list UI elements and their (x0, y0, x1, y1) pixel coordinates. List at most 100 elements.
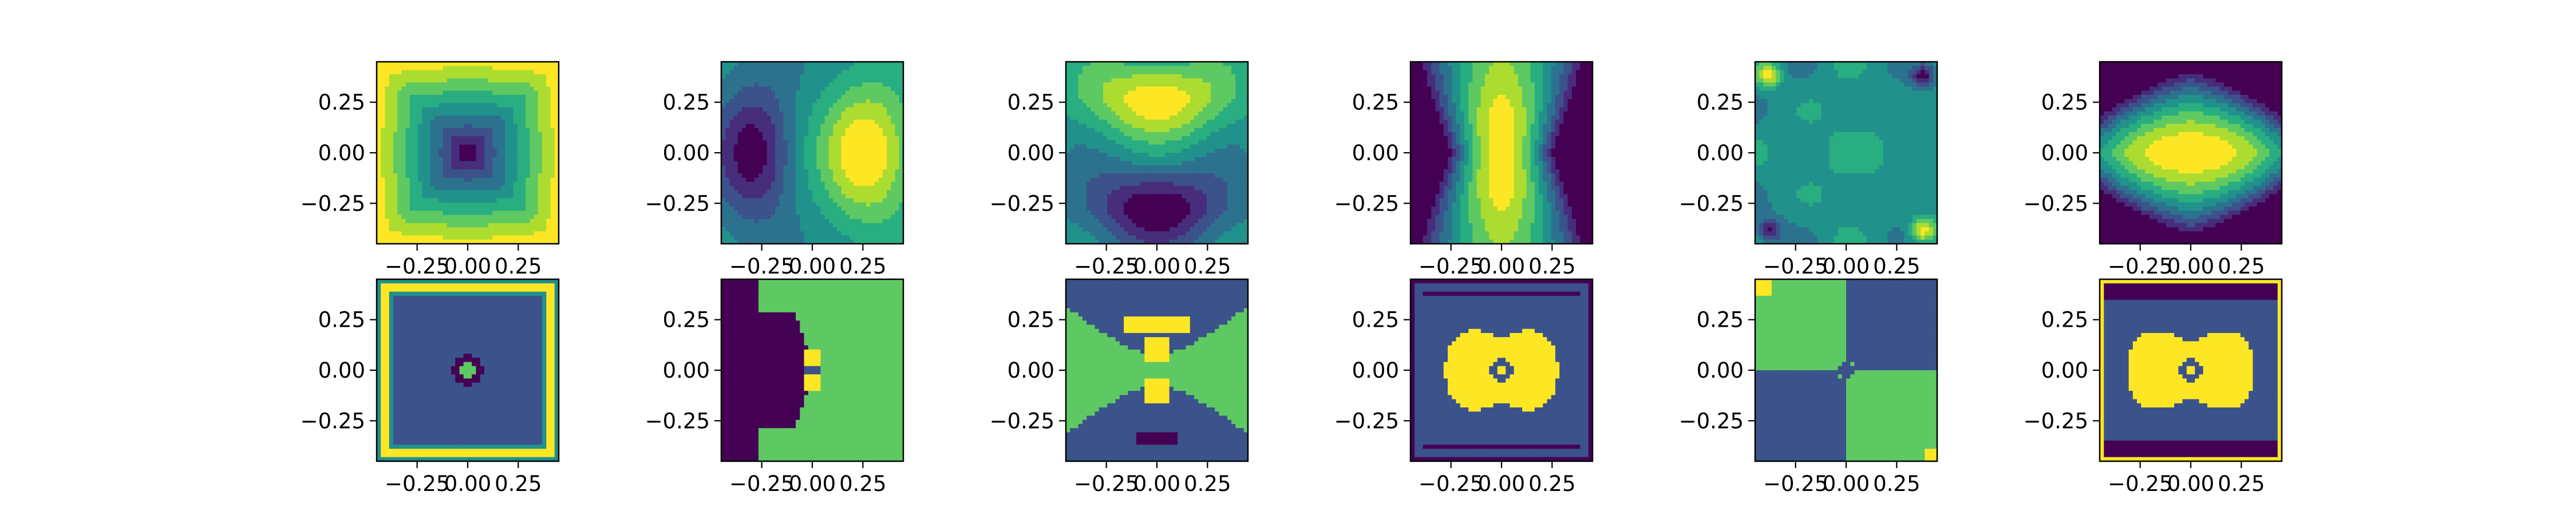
contour-cell (737, 140, 742, 145)
contour-cell (526, 74, 531, 79)
contour-cell (447, 198, 452, 203)
contour-cell (389, 103, 394, 108)
contour-cell (546, 86, 551, 92)
contour-cell (837, 231, 842, 236)
contour-cell (389, 198, 394, 203)
contour-cell (828, 94, 833, 100)
contour-cell (721, 194, 726, 199)
contour-cell (721, 78, 726, 83)
contour-cell (1182, 107, 1187, 112)
contour-cell (1136, 140, 1141, 145)
contour-cell (800, 144, 805, 149)
contour-cell (742, 70, 746, 75)
contour-cell (480, 103, 485, 108)
contour-cell (816, 86, 821, 92)
contour-cell (1082, 107, 1087, 112)
contour-cell (418, 115, 423, 120)
contour-cell (455, 140, 460, 145)
contour-cell (1070, 78, 1075, 83)
contour-cell (422, 136, 427, 141)
contour-cell (800, 185, 805, 191)
contour-cell (1074, 132, 1079, 137)
contour-cell (750, 239, 755, 244)
contour-cell (513, 103, 518, 108)
contour-cell (1103, 120, 1108, 125)
contour-cell (779, 90, 784, 96)
contour-cell (480, 120, 485, 125)
contour-cell (430, 169, 435, 174)
contour-cell (796, 153, 800, 157)
contour-cell (1157, 124, 1161, 129)
contour-cell (480, 140, 485, 145)
contour-cell (725, 185, 730, 191)
contour-cell (438, 190, 444, 195)
contour-cell (878, 219, 883, 224)
contour-cell (430, 206, 435, 211)
contour-cell (426, 82, 431, 87)
contour-cell (496, 62, 501, 66)
contour-cell (895, 185, 900, 191)
contour-cell (1124, 82, 1129, 87)
contour-cell (426, 62, 431, 66)
contour-cell (742, 124, 746, 129)
contour-cell (546, 215, 551, 220)
contour-cell (550, 211, 555, 216)
contour-cell (1091, 140, 1096, 145)
contour-cell (854, 144, 859, 149)
contour-cell (746, 103, 751, 108)
contour-cell (1210, 148, 1215, 153)
contour-cell (1161, 136, 1166, 141)
contour-cell (882, 177, 887, 183)
contour-cell (459, 198, 464, 203)
contour-cell (837, 235, 842, 240)
contour-cell (1095, 74, 1100, 79)
contour-cell (837, 177, 842, 183)
contour-cell (820, 157, 825, 162)
contour-cell (401, 185, 406, 191)
contour-cell (377, 148, 381, 153)
contour-cell (1091, 103, 1096, 108)
contour-cell (870, 128, 875, 133)
contour-cell (1082, 74, 1087, 79)
contour-cell (484, 215, 489, 220)
contour-cell (742, 103, 746, 108)
contour-cell (1223, 144, 1228, 149)
contour-cell (426, 202, 431, 207)
contour-cell (746, 90, 751, 96)
contour-cell (1132, 140, 1137, 145)
contour-cell (796, 78, 800, 83)
contour-cell (891, 185, 896, 191)
contour-cell (746, 140, 751, 145)
contour-cell (377, 198, 381, 203)
contour-cell (895, 62, 900, 66)
contour-cell (1186, 94, 1191, 100)
contour-cell (442, 185, 448, 191)
contour-cell (517, 132, 522, 137)
contour-cell (480, 70, 485, 75)
contour-cell (762, 211, 768, 216)
contour-cell (796, 74, 800, 79)
contour-cell (837, 185, 842, 191)
contour-cell (405, 190, 410, 195)
contour-cell (762, 185, 768, 191)
contour-cell (1136, 148, 1141, 153)
contour-cell (550, 82, 555, 87)
contour-cell (812, 169, 817, 174)
contour-cell (779, 177, 784, 183)
contour-cell (1157, 136, 1161, 141)
contour-cell (1115, 82, 1120, 87)
contour-cell (500, 165, 505, 170)
contour-cell (480, 153, 485, 157)
contour-cell (1239, 136, 1244, 141)
contour-cell (472, 165, 477, 170)
contour-cell (1161, 161, 1166, 166)
contour-cell (534, 111, 539, 116)
contour-cell (820, 124, 825, 129)
contour-cell (733, 165, 738, 170)
contour-cell (737, 215, 742, 220)
contour-cell (1148, 99, 1153, 104)
contour-cell (783, 161, 788, 166)
contour-cell (833, 153, 837, 157)
contour-cell (1074, 107, 1079, 112)
contour-cell (758, 202, 763, 207)
